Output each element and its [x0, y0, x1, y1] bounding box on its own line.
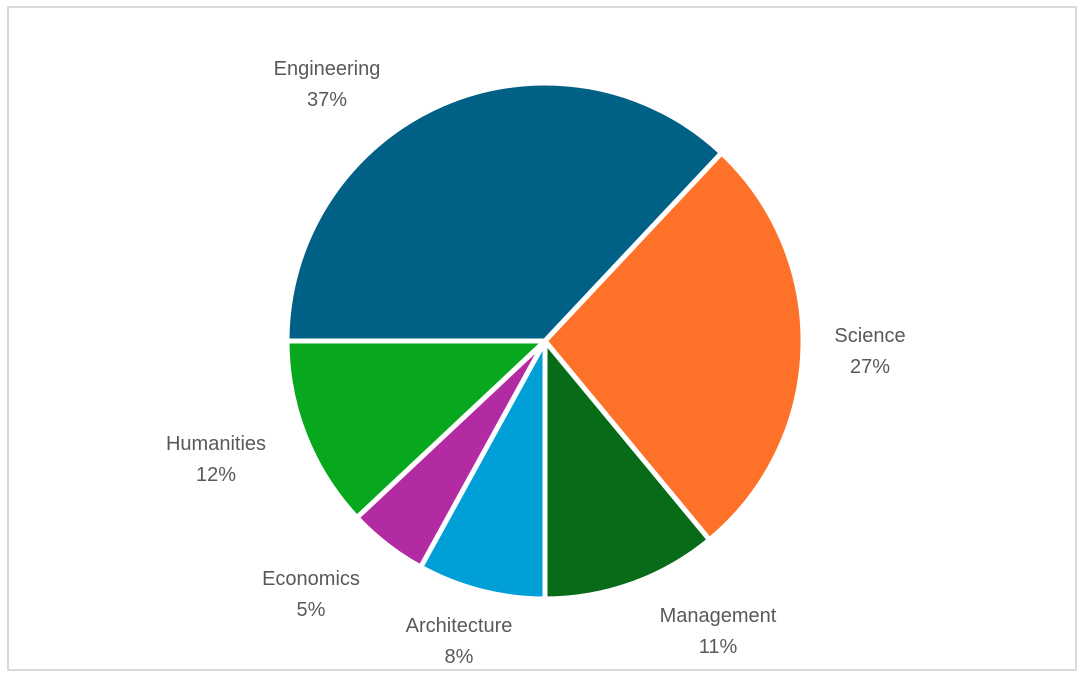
slice-label-engineering: Engineering 37%	[274, 54, 381, 116]
slice-label-humanities: Humanities 12%	[166, 429, 266, 491]
slice-label-category: Management	[659, 605, 777, 627]
pie-slice-architecture	[418, 338, 548, 602]
slice-label-economics: Economics 5%	[262, 564, 360, 626]
pie-slice-humanities	[284, 338, 548, 521]
slice-label-category: Science	[834, 325, 906, 347]
slice-label-percentage: 5%	[296, 599, 326, 621]
slice-label-management: Management 11%	[660, 601, 777, 663]
slice-label-percentage: 27%	[849, 356, 891, 378]
slice-label-percentage: 8%	[444, 646, 474, 668]
slice-label-category: Architecture	[405, 615, 513, 637]
slice-label-category: Economics	[262, 568, 360, 590]
slice-label-percentage: 11%	[698, 636, 738, 658]
slice-label-percentage: 12%	[195, 464, 237, 486]
pie-slice-management	[542, 338, 712, 602]
slice-label-percentage: 37%	[306, 89, 348, 111]
pie-slice-engineering	[284, 80, 725, 344]
slice-label-category: Engineering	[273, 58, 381, 80]
slice-label-science: Science 27%	[834, 321, 905, 383]
slice-label-category: Humanities	[165, 433, 267, 455]
chart-area-border	[7, 6, 1077, 671]
pie-slice-science	[542, 150, 806, 543]
slice-label-architecture: Architecture 8%	[406, 611, 513, 673]
